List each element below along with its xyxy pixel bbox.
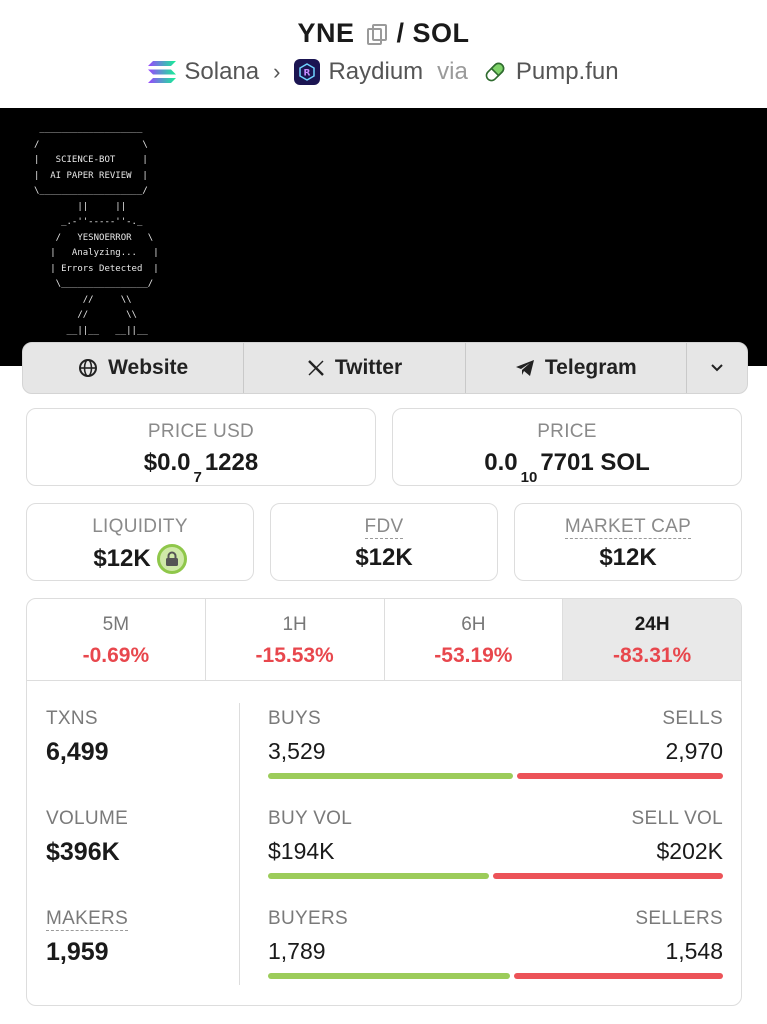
social-links-bar: Website Twitter Telegram xyxy=(22,342,748,394)
base-token-symbol: YNE xyxy=(297,18,355,48)
price-native-card: PRICE 0.0107701 SOL xyxy=(392,408,742,486)
chain-link[interactable]: Solana xyxy=(184,58,260,85)
stats-panel: 5M -0.69% 1H -15.53% 6H -53.19% 24H -83.… xyxy=(26,598,742,1006)
pair-separator: / xyxy=(396,18,405,48)
price-usd-label: PRICE USD xyxy=(147,421,255,442)
chevron-right-icon: › xyxy=(273,59,281,84)
more-links-button[interactable] xyxy=(687,343,747,393)
timeframe-tabs: 5M -0.69% 1H -15.53% 6H -53.19% 24H -83.… xyxy=(27,599,741,681)
twitter-label: Twitter xyxy=(334,356,403,379)
fdv-card: FDV $12K xyxy=(270,503,498,581)
volume-split-row: BUY VOL SELL VOL $194K $202K xyxy=(268,808,723,879)
telegram-label: Telegram xyxy=(544,356,637,379)
makers-value: 1,959 xyxy=(46,938,109,966)
sell-volume-label: SELL VOL xyxy=(631,808,723,829)
telegram-icon xyxy=(515,360,534,376)
pair-title: YNE / SOL xyxy=(0,18,767,49)
volume-label: VOLUME xyxy=(46,808,129,829)
chevron-down-icon xyxy=(711,364,723,372)
quote-token-symbol: SOL xyxy=(412,18,470,48)
volume-split-bar xyxy=(268,873,723,879)
pair-header: YNE / SOL Solana › R Raydium via xyxy=(0,0,767,108)
sells-label: SELLS xyxy=(662,708,723,729)
copy-icon[interactable] xyxy=(366,23,387,45)
sellers-label: SELLERS xyxy=(635,908,723,929)
sell-volume-bar xyxy=(492,873,723,879)
ascii-art: ___________________ / \ | SCIENCE-BOT | … xyxy=(34,124,159,336)
tab-1h[interactable]: 1H -15.53% xyxy=(206,599,385,680)
buyers-value: 1,789 xyxy=(268,938,326,964)
pill-icon xyxy=(485,62,505,82)
launchpad-link[interactable]: Pump.fun xyxy=(515,58,619,85)
buys-bar xyxy=(268,773,513,779)
volume-value: $396K xyxy=(46,838,120,866)
price-native-value: 0.0107701 SOL xyxy=(484,449,650,486)
buyers-label: BUYERS xyxy=(268,908,348,929)
twitter-button[interactable]: Twitter xyxy=(244,343,466,393)
sell-volume-value: $202K xyxy=(656,838,723,864)
sells-value: 2,970 xyxy=(665,738,723,764)
volume-stat: VOLUME $396K xyxy=(46,808,128,867)
dex-link[interactable]: Raydium xyxy=(328,58,424,85)
makers-label[interactable]: MAKERS xyxy=(46,908,129,931)
market-cap-card: MARKET CAP $12K xyxy=(514,503,742,581)
makers-stat: MAKERS 1,959 xyxy=(46,908,129,967)
buy-volume-value: $194K xyxy=(268,838,335,864)
txns-value: 6,499 xyxy=(46,738,109,766)
price-usd-value: $0.071228 xyxy=(143,449,259,486)
globe-icon xyxy=(79,359,98,377)
tab-24h[interactable]: 24H -83.31% xyxy=(563,599,741,680)
price-usd-card: PRICE USD $0.071228 xyxy=(26,408,376,486)
txns-label: TXNS xyxy=(46,708,98,729)
buys-value: 3,529 xyxy=(268,738,326,764)
price-native-label: PRICE xyxy=(537,421,597,442)
website-label: Website xyxy=(108,356,189,379)
fdv-label[interactable]: FDV xyxy=(364,516,404,539)
telegram-button[interactable]: Telegram xyxy=(466,343,687,393)
buy-volume-bar xyxy=(268,873,489,879)
txns-stat: TXNS 6,499 xyxy=(46,708,109,767)
liquidity-card: LIQUIDITY $12K xyxy=(26,503,254,581)
buys-label: BUYS xyxy=(268,708,321,729)
raydium-logo-icon: R xyxy=(294,59,321,85)
summary-column: TXNS 6,499 VOLUME $396K MAKERS 1,959 xyxy=(27,682,239,1005)
market-cap-value: $12K xyxy=(599,544,657,571)
tab-5m[interactable]: 5M -0.69% xyxy=(27,599,206,680)
market-cap-label[interactable]: MARKET CAP xyxy=(564,516,692,539)
buyers-sellers-bar xyxy=(268,973,723,979)
buyers-bar xyxy=(268,973,510,979)
liquidity-value: $12K xyxy=(27,544,253,574)
x-logo-icon xyxy=(307,360,324,376)
sellers-bar xyxy=(513,973,723,979)
breadcrumb: Solana › R Raydium via Pump.fun xyxy=(0,58,767,86)
liquidity-label: LIQUIDITY xyxy=(92,516,188,537)
lock-icon[interactable] xyxy=(156,544,187,574)
sells-bar xyxy=(516,773,723,779)
buys-sells-bar xyxy=(268,773,723,779)
svg-text:R: R xyxy=(304,69,311,79)
buy-volume-label: BUY VOL xyxy=(268,808,353,829)
token-banner-image: ___________________ / \ | SCIENCE-BOT | … xyxy=(0,108,767,366)
fdv-value: $12K xyxy=(355,544,413,571)
sellers-value: 1,548 xyxy=(665,938,723,964)
tab-6h[interactable]: 6H -53.19% xyxy=(385,599,564,680)
website-button[interactable]: Website xyxy=(23,343,245,393)
buyers-sellers-row: BUYERS SELLERS 1,789 1,548 xyxy=(268,908,723,979)
solana-logo-icon xyxy=(148,61,177,83)
column-divider xyxy=(239,703,240,985)
buys-sells-row: BUYS SELLS 3,529 2,970 xyxy=(268,708,723,779)
via-label: via xyxy=(437,58,468,85)
